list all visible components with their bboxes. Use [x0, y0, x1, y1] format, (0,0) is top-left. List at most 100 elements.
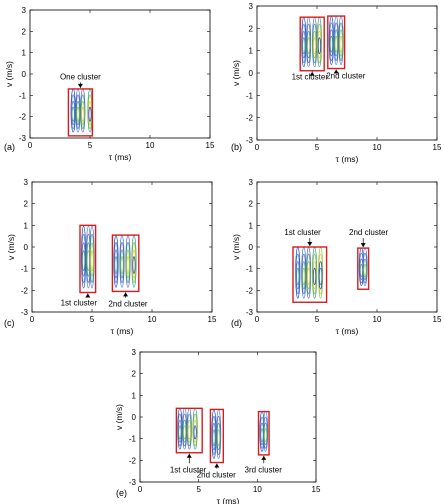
y-tick-label: 3	[22, 6, 27, 15]
x-tick-label: 5	[88, 141, 93, 150]
x-tick-label: 0	[28, 141, 33, 150]
contour-line	[81, 106, 85, 122]
x-tick-label: 15	[208, 315, 217, 324]
contour-line	[363, 258, 367, 280]
contour-line	[80, 100, 85, 126]
x-axis-label: τ (ms)	[336, 326, 359, 336]
cluster-box	[79, 224, 97, 294]
contour-line	[114, 256, 118, 274]
x-tick-label: 0	[255, 143, 260, 152]
contour-line	[187, 419, 192, 443]
plot-frame	[29, 9, 211, 139]
contour-line	[306, 30, 311, 59]
annotation-label: 2nd cluster	[108, 300, 147, 309]
plot-frame	[139, 351, 317, 483]
contour-line	[339, 35, 343, 53]
contour-line	[329, 29, 334, 57]
contour-line	[178, 419, 182, 443]
contour-line	[263, 416, 268, 449]
cluster-box	[257, 410, 270, 456]
y-tick-label: -1	[129, 435, 137, 444]
y-tick-label: 0	[22, 70, 27, 79]
x-tick-label: 10	[373, 315, 382, 324]
contour-line	[90, 242, 94, 277]
contour-line	[71, 100, 76, 126]
contour-line	[89, 233, 95, 283]
contour-line	[301, 261, 306, 290]
cluster-box	[292, 246, 328, 303]
y-tick-label: 2	[132, 370, 137, 379]
contour-line	[217, 429, 221, 447]
annotation-label: 1st cluster	[292, 73, 329, 82]
annotation-label: 1st cluster	[61, 299, 98, 308]
y-tick-label: -3	[246, 308, 254, 317]
y-tick-label: -1	[246, 91, 254, 100]
contour-line	[216, 415, 221, 455]
contour-line	[301, 30, 306, 59]
contour-line	[187, 425, 191, 440]
contour-line	[81, 233, 86, 283]
y-tick-label: 3	[24, 178, 29, 187]
contour-line	[329, 35, 333, 53]
y-tick-label: 2	[22, 27, 27, 36]
contour-line	[317, 23, 322, 64]
annotation-arrowhead	[186, 453, 192, 458]
contour-line	[192, 413, 198, 447]
contour-line	[89, 225, 95, 289]
x-axis-label: τ (ms)	[111, 326, 134, 336]
contour-line	[71, 106, 75, 122]
contour-line	[126, 249, 130, 279]
contour-line	[334, 22, 339, 61]
y-tick-label: 3	[249, 2, 254, 11]
x-tick-label: 0	[255, 315, 260, 324]
contour-line	[82, 250, 86, 272]
y-axis-label: v (m/s)	[231, 60, 241, 86]
contour-line	[120, 249, 124, 279]
y-tick-label: 1	[249, 221, 254, 230]
contour-line	[339, 29, 343, 57]
y-tick-label: -1	[246, 265, 254, 274]
contour-line	[132, 249, 136, 279]
contour-line	[313, 37, 317, 55]
annotation-label: 2nd cluster	[349, 228, 388, 237]
contour-line	[312, 30, 317, 59]
annotation-arrowhead	[85, 293, 91, 298]
contour-line	[317, 37, 321, 55]
contour-line	[319, 267, 323, 286]
contour-line	[307, 267, 311, 286]
panel-label: (a)	[4, 142, 15, 152]
contour-line	[317, 30, 322, 59]
contour-line	[178, 425, 182, 440]
y-tick-label: 1	[24, 221, 29, 230]
annotation-arrowhead	[360, 243, 366, 248]
y-tick-label: 0	[249, 69, 254, 78]
panel-label: (c)	[4, 318, 15, 328]
contour-line	[296, 267, 300, 286]
x-tick-label: 5	[315, 143, 320, 152]
y-tick-label: 2	[249, 24, 254, 33]
contour-line	[131, 242, 137, 284]
contour-line	[187, 413, 192, 447]
contour-line	[76, 100, 80, 126]
annotation-arrowhead	[77, 83, 83, 88]
annotation-arrowhead	[309, 71, 315, 76]
y-tick-label: 0	[132, 413, 137, 422]
contour-line	[120, 256, 124, 274]
contour-line	[334, 29, 339, 57]
annotation-arrowhead	[123, 292, 129, 297]
x-tick-label: 15	[433, 143, 442, 152]
contour-line	[363, 263, 367, 277]
annotation-label: 1st cluster	[170, 465, 207, 474]
contour-line	[359, 263, 363, 277]
annotation-arrowhead	[214, 463, 220, 468]
x-tick-label: 10	[253, 485, 262, 494]
annotation-label: 3rd cluster	[245, 465, 283, 474]
contour-line	[216, 422, 221, 451]
contour-line	[302, 37, 306, 55]
x-tick-label: 0	[138, 485, 143, 494]
contour-line	[302, 267, 306, 286]
plot-frame	[31, 181, 213, 313]
y-tick-label: 1	[132, 391, 137, 400]
x-tick-label: 15	[312, 485, 321, 494]
